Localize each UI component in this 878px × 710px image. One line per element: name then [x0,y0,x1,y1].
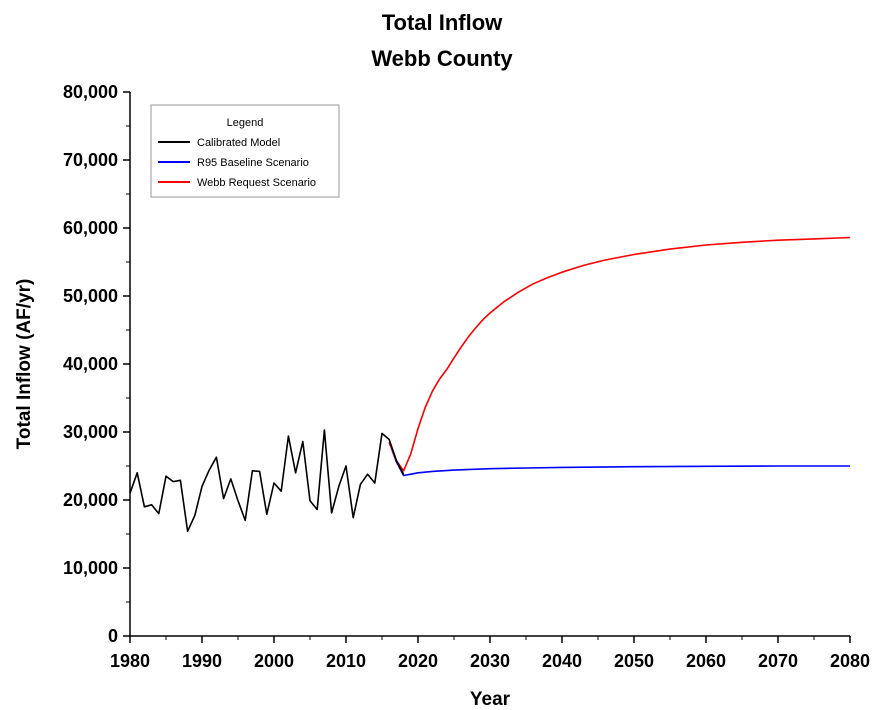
y-tick-label: 60,000 [63,218,118,238]
legend-label: Calibrated Model [197,137,280,149]
plot-area: 0 10,000 20,000 30,000 40,000 50,000 60,000 70,… [63,82,870,671]
y-tick-label: 80,000 [63,82,118,102]
chart-title-line-1: Total Inflow [382,10,503,35]
x-tick-label: 2020 [398,651,438,671]
y-tick-label: 0 [108,626,118,646]
y-tick-label: 70,000 [63,150,118,170]
legend-items: Calibrated Model R95 Baseline Scenario Web… [158,137,316,189]
x-tick-label: 2010 [326,651,366,671]
ticks-layer: 0 10,000 20,000 30,000 40,000 50,000 60,000 70,… [63,82,870,671]
y-tick-label: 10,000 [63,558,118,578]
series-layer [129,236,851,533]
series-line-webb-request-scenario [388,236,851,472]
y-tick-label: 40,000 [63,354,118,374]
legend-label: Webb Request Scenario [197,177,316,189]
legend: Legend Calibrated Model R95 Baseline Scen… [150,104,340,198]
legend-label: R95 Baseline Scenario [197,157,309,169]
chart-title-line-2: Webb County [371,46,513,71]
series-line-r95-baseline-scenario [388,441,850,477]
y-tick-label: 50,000 [63,286,118,306]
x-tick-label: 2030 [470,651,510,671]
series-line-calibrated-model [129,429,405,533]
x-tick-label: 2080 [830,651,870,671]
y-axis-label: Total Inflow (AF/yr) [14,279,35,450]
x-axis-label: Year [470,689,511,710]
x-tick-label: 2060 [686,651,726,671]
x-tick-label: 1990 [182,651,222,671]
x-tick-label: 2070 [758,651,798,671]
y-tick-label: 20,000 [63,490,118,510]
legend-title: Legend [227,117,264,129]
y-tick-label: 30,000 [63,422,118,442]
x-tick-label: 1980 [110,651,150,671]
x-tick-label: 2050 [614,651,654,671]
x-tick-label: 2000 [254,651,294,671]
x-tick-label: 2040 [542,651,582,671]
